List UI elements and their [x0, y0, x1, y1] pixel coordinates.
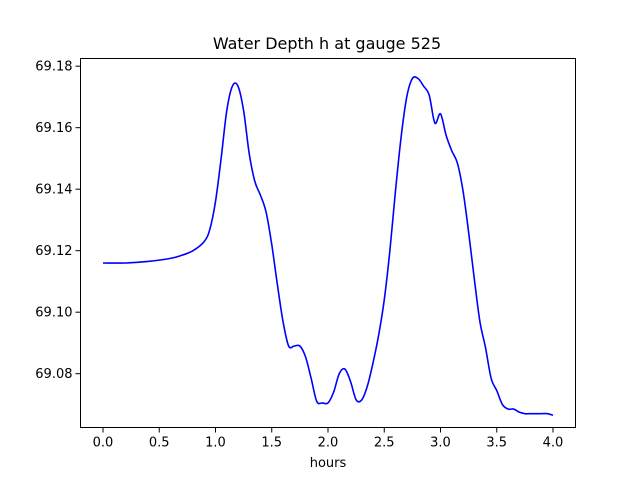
x-axis-label: hours	[310, 456, 347, 471]
series-line	[102, 76, 554, 416]
x-tick-label: 2.0	[318, 436, 339, 451]
x-tick-label: 0.5	[149, 436, 170, 451]
plot-area	[80, 58, 576, 428]
x-tick-label: 0.0	[93, 436, 114, 451]
y-tick-label: 69.12	[35, 244, 72, 259]
x-tick-label: 4.0	[543, 436, 564, 451]
series-layer	[102, 76, 554, 416]
y-tick-label: 69.14	[35, 183, 72, 198]
x-axis: 0.0 0.5 1.0 1.5 2.0 2.5 3.0 3.5 4.0	[93, 427, 564, 451]
x-tick-label: 2.5	[374, 436, 395, 451]
y-tick-label: 69.10	[35, 306, 72, 321]
x-tick-label: 1.5	[261, 436, 282, 451]
plot-frame	[80, 58, 576, 428]
x-tick-label: 3.5	[486, 436, 507, 451]
x-tick-label: 1.0	[205, 436, 226, 451]
x-tick-label: 3.0	[430, 436, 451, 451]
y-tick-label: 69.08	[35, 367, 72, 382]
y-tick-label: 69.18	[35, 60, 72, 75]
chart-title: Water Depth h at gauge 525	[213, 34, 441, 53]
y-axis: 69.08 69.10 69.12 69.14 69.16 69.18	[35, 60, 81, 382]
y-tick-label: 69.16	[35, 121, 72, 136]
